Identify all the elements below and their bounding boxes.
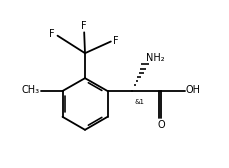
Text: NH₂: NH₂ [145,53,164,63]
Text: F: F [49,29,54,39]
Text: CH₃: CH₃ [21,85,39,95]
Text: F: F [112,36,118,46]
Text: O: O [157,120,164,130]
Text: OH: OH [185,86,200,95]
Text: &1: &1 [134,99,144,105]
Text: F: F [80,21,86,31]
